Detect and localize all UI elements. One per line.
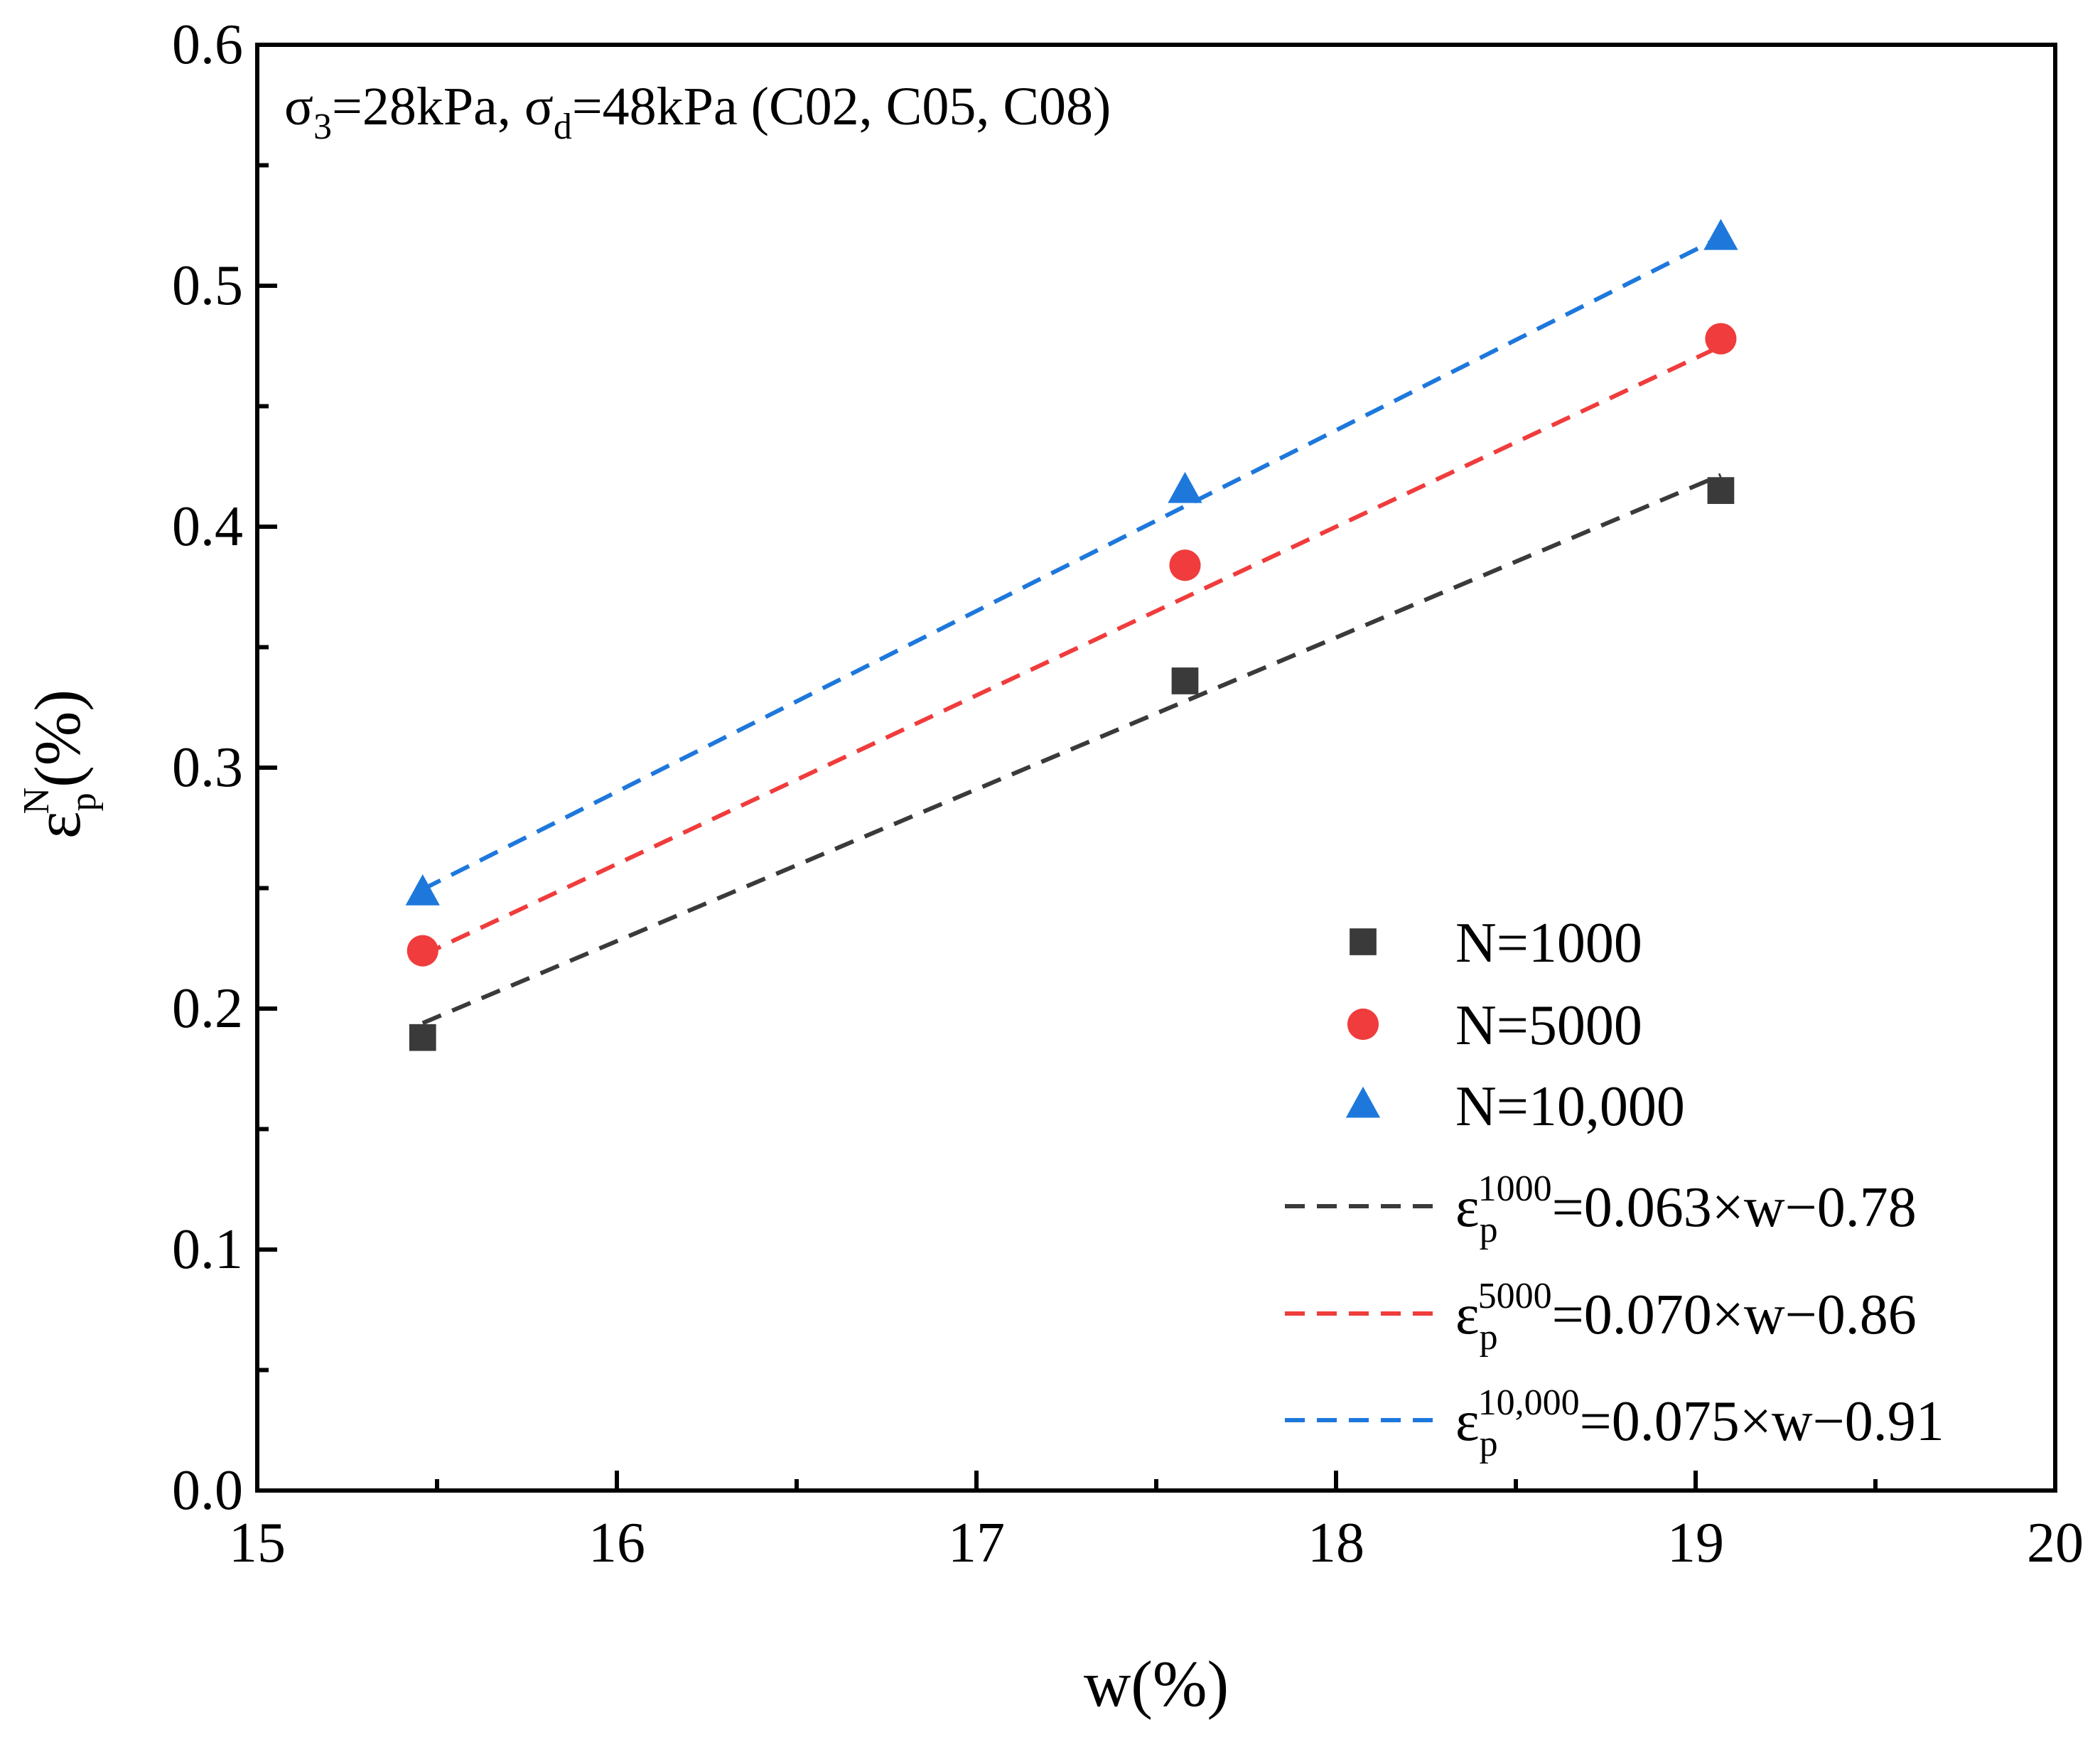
marker-series1-point1 [1169,549,1201,581]
x-tick-label: 20 [2027,1512,2084,1574]
y-axis-title-rest: (%) [21,689,94,788]
legend-label-1: N=5000 [1455,994,1642,1057]
annotation-part: =48kPa (C02, C05, C08) [572,77,1111,136]
marker-series1-point2 [1705,323,1737,355]
x-tick-label: 16 [588,1512,645,1574]
fit-line-2 [421,235,1722,891]
fit-label-base: ε [1455,1390,1480,1453]
marker-series2-point1 [1168,471,1202,503]
fit-label-sup: 5000 [1478,1276,1552,1316]
legend-fit-label-2: εp10,000=0.075×w−0.91 [1455,1382,1944,1464]
y-tick-label: 0.2 [172,977,243,1040]
y-tick-label: 0.1 [172,1218,243,1281]
y-tick-label: 0.3 [172,736,243,799]
annotation-part: d [554,107,572,147]
fit-label-rest: =0.075×w−0.91 [1580,1390,1944,1453]
y-axis-title: εpN(%) [16,689,104,839]
marker-series2-point0 [405,874,440,906]
fit-label-sup: 10,000 [1478,1382,1580,1423]
marker-series0-point2 [1707,477,1735,505]
labels: 15 16 17 18 19 200.00.10.20.30.40.50.6w(%)εpN… [16,14,2084,1720]
fit-label-sub: p [1480,1424,1498,1464]
legend-label-2: N=10,000 [1455,1075,1685,1138]
y-tick-label: 0.5 [172,254,243,317]
x-axis-title: w(%) [1084,1648,1229,1720]
plot-frame [255,43,2057,1493]
legend-fit-label-0: εp1000=0.063×w−0.78 [1455,1169,1917,1250]
condition-annotation: σ3=28kPa, σd=48kPa (C02, C05, C08) [284,77,1111,147]
fit-label-base: ε [1455,1284,1480,1346]
fit-label-rest: =0.063×w−0.78 [1552,1176,1917,1239]
legend-marker-1 [1347,1008,1379,1041]
legend-label-0: N=1000 [1455,912,1642,974]
fit-line-1 [421,344,1722,957]
fit-label-sub: p [1480,1210,1498,1250]
x-tick-label: 19 [1667,1512,1724,1574]
marker-series1-point0 [406,935,438,967]
fit-label-base: ε [1455,1176,1480,1239]
marker-series2-point2 [1703,218,1738,250]
annotation-part: σ [284,77,313,136]
x-tick-label: 17 [948,1512,1005,1574]
legend-fit-label-1: εp5000=0.070×w−0.86 [1455,1276,1917,1358]
y-axis-title-sup: N [16,788,57,815]
data-markers [405,218,1738,1051]
fit-label-sub: p [1480,1317,1498,1358]
legend-marker-0 [1350,928,1377,955]
y-tick-label: 0.0 [172,1459,243,1522]
fit-lines [421,235,1722,1026]
fit-label-rest: =0.070×w−0.86 [1552,1284,1917,1346]
marker-series0-point0 [409,1024,436,1051]
axes [255,43,2057,1493]
y-axis-title-sub: p [63,793,104,811]
y-axis-title-base: ε [21,811,94,839]
annotation-part: =28kPa, σ [332,77,554,136]
y-tick-label: 0.4 [172,495,243,558]
fit-line-0 [421,473,1722,1026]
y-tick-label: 0.6 [172,14,243,76]
annotation-part: 3 [313,107,332,147]
legend: N=1000N=5000N=10,000εp1000=0.063×w−0.78ε… [1285,912,1944,1464]
fit-label-sup: 1000 [1478,1169,1552,1209]
x-tick-label: 15 [229,1512,286,1574]
marker-series0-point1 [1171,667,1199,694]
legend-marker-2 [1345,1086,1381,1118]
x-tick-label: 18 [1308,1512,1364,1574]
